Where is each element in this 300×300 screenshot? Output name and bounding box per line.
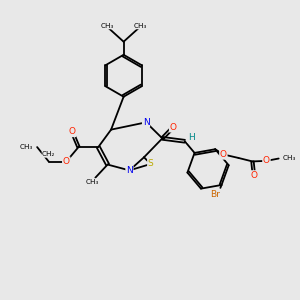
Text: O: O bbox=[169, 123, 177, 132]
Text: CH₃: CH₃ bbox=[100, 23, 114, 29]
Text: O: O bbox=[69, 128, 76, 136]
Text: Br: Br bbox=[210, 190, 220, 199]
Text: CH₃: CH₃ bbox=[20, 144, 33, 150]
Text: CH₂: CH₂ bbox=[42, 151, 56, 157]
Text: O: O bbox=[220, 150, 227, 159]
Text: O: O bbox=[250, 171, 257, 180]
Text: O: O bbox=[63, 157, 70, 166]
Text: H: H bbox=[188, 133, 194, 142]
Text: N: N bbox=[126, 166, 133, 175]
Text: O: O bbox=[263, 156, 270, 165]
Text: CH₃: CH₃ bbox=[282, 155, 296, 161]
Text: N: N bbox=[143, 118, 149, 127]
Text: CH₃: CH₃ bbox=[134, 23, 147, 29]
Text: CH₃: CH₃ bbox=[85, 179, 99, 185]
Text: S: S bbox=[148, 160, 154, 169]
